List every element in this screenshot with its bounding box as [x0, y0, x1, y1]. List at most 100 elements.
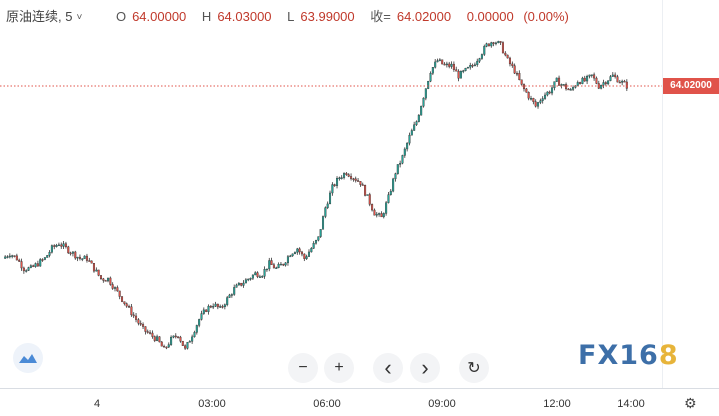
candle: [296, 247, 299, 255]
candle-body: [522, 84, 526, 90]
candle: [214, 301, 217, 308]
candle: [471, 63, 474, 68]
candle: [380, 211, 383, 218]
candle: [165, 346, 168, 350]
price-axis-divider: [662, 0, 663, 388]
candle-body: [434, 61, 437, 68]
candle: [275, 266, 278, 270]
candle-body: [205, 309, 208, 312]
candle: [354, 176, 357, 183]
candle-body: [289, 255, 292, 258]
candle: [501, 41, 504, 54]
candle: [177, 336, 180, 339]
reset-chart-button[interactable]: ↻: [459, 353, 489, 383]
candle-body: [240, 282, 243, 286]
candle: [198, 318, 201, 328]
candle: [312, 241, 315, 249]
candle-body: [170, 336, 173, 345]
candle: [6, 255, 9, 259]
candle: [401, 154, 404, 165]
candle: [522, 83, 526, 92]
candle-body: [165, 346, 168, 349]
candle: [132, 312, 135, 319]
candle: [336, 176, 339, 189]
candle-body: [312, 243, 315, 249]
symbol-label[interactable]: 原油连续, 5: [6, 9, 73, 24]
candle: [46, 255, 49, 258]
candle: [492, 41, 495, 47]
candle: [597, 80, 600, 90]
candle-body: [607, 80, 610, 85]
candle-body: [137, 319, 140, 324]
candle-body: [436, 60, 439, 63]
candle-body: [132, 314, 135, 317]
candle: [429, 71, 432, 83]
candle: [27, 266, 30, 272]
candle: [317, 236, 320, 242]
candle-body: [207, 305, 210, 312]
candle: [22, 266, 25, 274]
candle-body: [579, 82, 582, 84]
candle: [55, 243, 58, 248]
candle: [90, 260, 93, 264]
candle: [392, 177, 395, 193]
candle: [125, 302, 128, 308]
candle-body: [310, 248, 313, 253]
scroll-left-button[interactable]: ‹: [373, 353, 403, 383]
candle-body: [167, 344, 170, 348]
candle-body: [336, 177, 339, 186]
gear-icon[interactable]: ⚙: [684, 395, 697, 411]
candle-body: [464, 67, 467, 71]
candle: [513, 63, 516, 75]
candle: [97, 269, 100, 277]
candle-body: [417, 114, 420, 122]
candle-body: [95, 269, 98, 272]
candle: [170, 335, 173, 346]
candle: [69, 251, 72, 256]
candle-body: [553, 81, 556, 89]
candle-body: [111, 284, 114, 289]
candle-body: [609, 76, 612, 81]
tradingview-logo-icon[interactable]: [13, 343, 43, 373]
candle-body: [233, 287, 236, 295]
candle-body: [254, 272, 257, 276]
candlestick-chart[interactable]: [0, 0, 719, 388]
candle-body: [593, 74, 596, 79]
candle: [544, 92, 547, 100]
candle: [193, 330, 196, 338]
candle-body: [352, 178, 355, 180]
candle: [588, 74, 591, 79]
candle-body: [532, 98, 535, 102]
candle-body: [181, 340, 184, 346]
zoom-out-button[interactable]: −: [288, 353, 318, 383]
candle-body: [118, 290, 121, 297]
candle: [200, 310, 203, 321]
candle: [555, 77, 558, 83]
candle: [85, 253, 88, 263]
candle-body: [513, 65, 516, 74]
candle-body: [135, 315, 138, 320]
candle-body: [347, 174, 350, 177]
candle: [558, 75, 561, 86]
candle: [305, 254, 308, 260]
candle-body: [74, 251, 77, 259]
chevron-right-icon: ›: [421, 355, 429, 380]
candle-body: [263, 269, 266, 277]
candle-body: [90, 260, 93, 264]
candle-body: [78, 256, 81, 259]
candle-body: [380, 213, 383, 218]
ohlc-legend: 原油连续, 5 ˅ O 64.00000 H 64.03000 L 63.99000 收…: [6, 6, 575, 25]
zoom-in-button[interactable]: +: [324, 353, 354, 383]
candle: [609, 74, 612, 82]
candle: [590, 74, 593, 78]
scroll-right-button[interactable]: ›: [410, 353, 440, 383]
candle: [499, 41, 502, 46]
chevron-down-icon[interactable]: ˅: [76, 12, 83, 23]
candle: [551, 84, 554, 96]
candle-body: [275, 267, 278, 270]
candle: [116, 285, 119, 292]
reset-icon: ↻: [467, 360, 481, 377]
candle: [527, 91, 530, 101]
candle: [607, 80, 610, 86]
candle-body: [128, 305, 131, 308]
